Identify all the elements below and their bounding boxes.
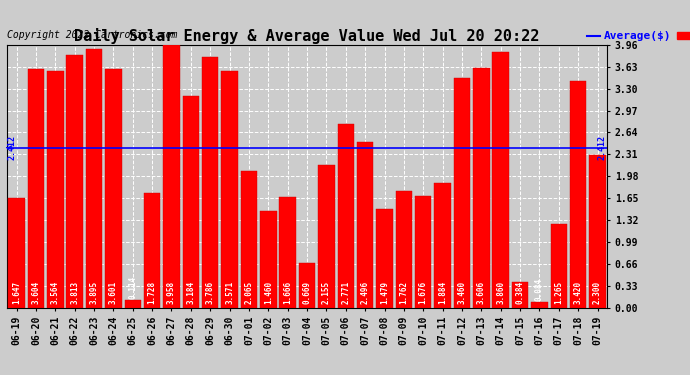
Bar <box>357 142 373 308</box>
Bar <box>86 49 102 308</box>
Bar <box>551 224 567 308</box>
Text: 3.420: 3.420 <box>573 281 582 304</box>
Bar <box>221 71 238 308</box>
Text: 3.606: 3.606 <box>477 281 486 304</box>
Text: 1.676: 1.676 <box>419 281 428 304</box>
Text: 3.601: 3.601 <box>109 281 118 304</box>
Title: Daily Solar Energy & Average Value Wed Jul 20 20:22: Daily Solar Energy & Average Value Wed J… <box>75 28 540 44</box>
Bar <box>144 193 160 308</box>
Text: 2.496: 2.496 <box>361 281 370 304</box>
Bar <box>299 263 315 308</box>
Text: 0.384: 0.384 <box>515 281 524 304</box>
Text: 0.114: 0.114 <box>128 276 137 298</box>
Text: 1.666: 1.666 <box>283 281 292 304</box>
Text: 2.155: 2.155 <box>322 281 331 304</box>
Bar <box>47 71 63 308</box>
Bar <box>512 282 529 308</box>
Bar <box>164 45 179 308</box>
Bar <box>493 52 509 308</box>
Text: 2.065: 2.065 <box>244 281 253 304</box>
Text: 2.300: 2.300 <box>593 281 602 304</box>
Text: 1.460: 1.460 <box>264 281 273 304</box>
Bar <box>8 198 25 308</box>
Text: 3.895: 3.895 <box>90 281 99 304</box>
Text: 3.786: 3.786 <box>206 281 215 304</box>
Bar <box>435 183 451 308</box>
Bar <box>395 191 412 308</box>
Bar <box>124 300 141 307</box>
Bar <box>183 96 199 308</box>
Text: 0.669: 0.669 <box>302 281 312 304</box>
Text: 1.647: 1.647 <box>12 281 21 304</box>
Bar <box>28 69 44 308</box>
Text: 3.184: 3.184 <box>186 281 195 304</box>
Bar <box>337 124 354 308</box>
Text: 1.762: 1.762 <box>400 281 408 304</box>
Bar <box>473 69 490 308</box>
Text: 3.564: 3.564 <box>51 281 60 304</box>
Text: 3.958: 3.958 <box>167 281 176 304</box>
Text: 2.412: 2.412 <box>8 135 17 160</box>
Bar <box>570 81 586 308</box>
Text: 3.460: 3.460 <box>457 281 466 304</box>
Bar <box>454 78 470 308</box>
Text: 1.479: 1.479 <box>380 281 389 304</box>
Text: 1.728: 1.728 <box>148 281 157 304</box>
Bar <box>241 171 257 308</box>
Text: 2.412: 2.412 <box>598 135 607 160</box>
Text: 2.771: 2.771 <box>342 281 351 304</box>
Text: 3.813: 3.813 <box>70 281 79 304</box>
Text: 3.860: 3.860 <box>496 281 505 304</box>
Bar <box>589 155 606 308</box>
Text: 1.265: 1.265 <box>554 281 563 304</box>
Bar <box>318 165 335 308</box>
Bar <box>415 196 431 308</box>
Bar <box>66 55 83 308</box>
Text: 3.571: 3.571 <box>225 281 234 304</box>
Bar <box>531 302 548 307</box>
Legend: Average($), Daily($): Average($), Daily($) <box>582 27 690 46</box>
Bar <box>279 197 296 308</box>
Text: Copyright 2022 Cartronics.com: Copyright 2022 Cartronics.com <box>7 30 177 40</box>
Bar <box>376 210 393 308</box>
Bar <box>202 57 219 308</box>
Bar <box>105 69 121 308</box>
Text: 0.084: 0.084 <box>535 278 544 301</box>
Bar <box>260 211 277 308</box>
Text: 3.604: 3.604 <box>32 281 41 304</box>
Text: 1.884: 1.884 <box>438 281 447 304</box>
